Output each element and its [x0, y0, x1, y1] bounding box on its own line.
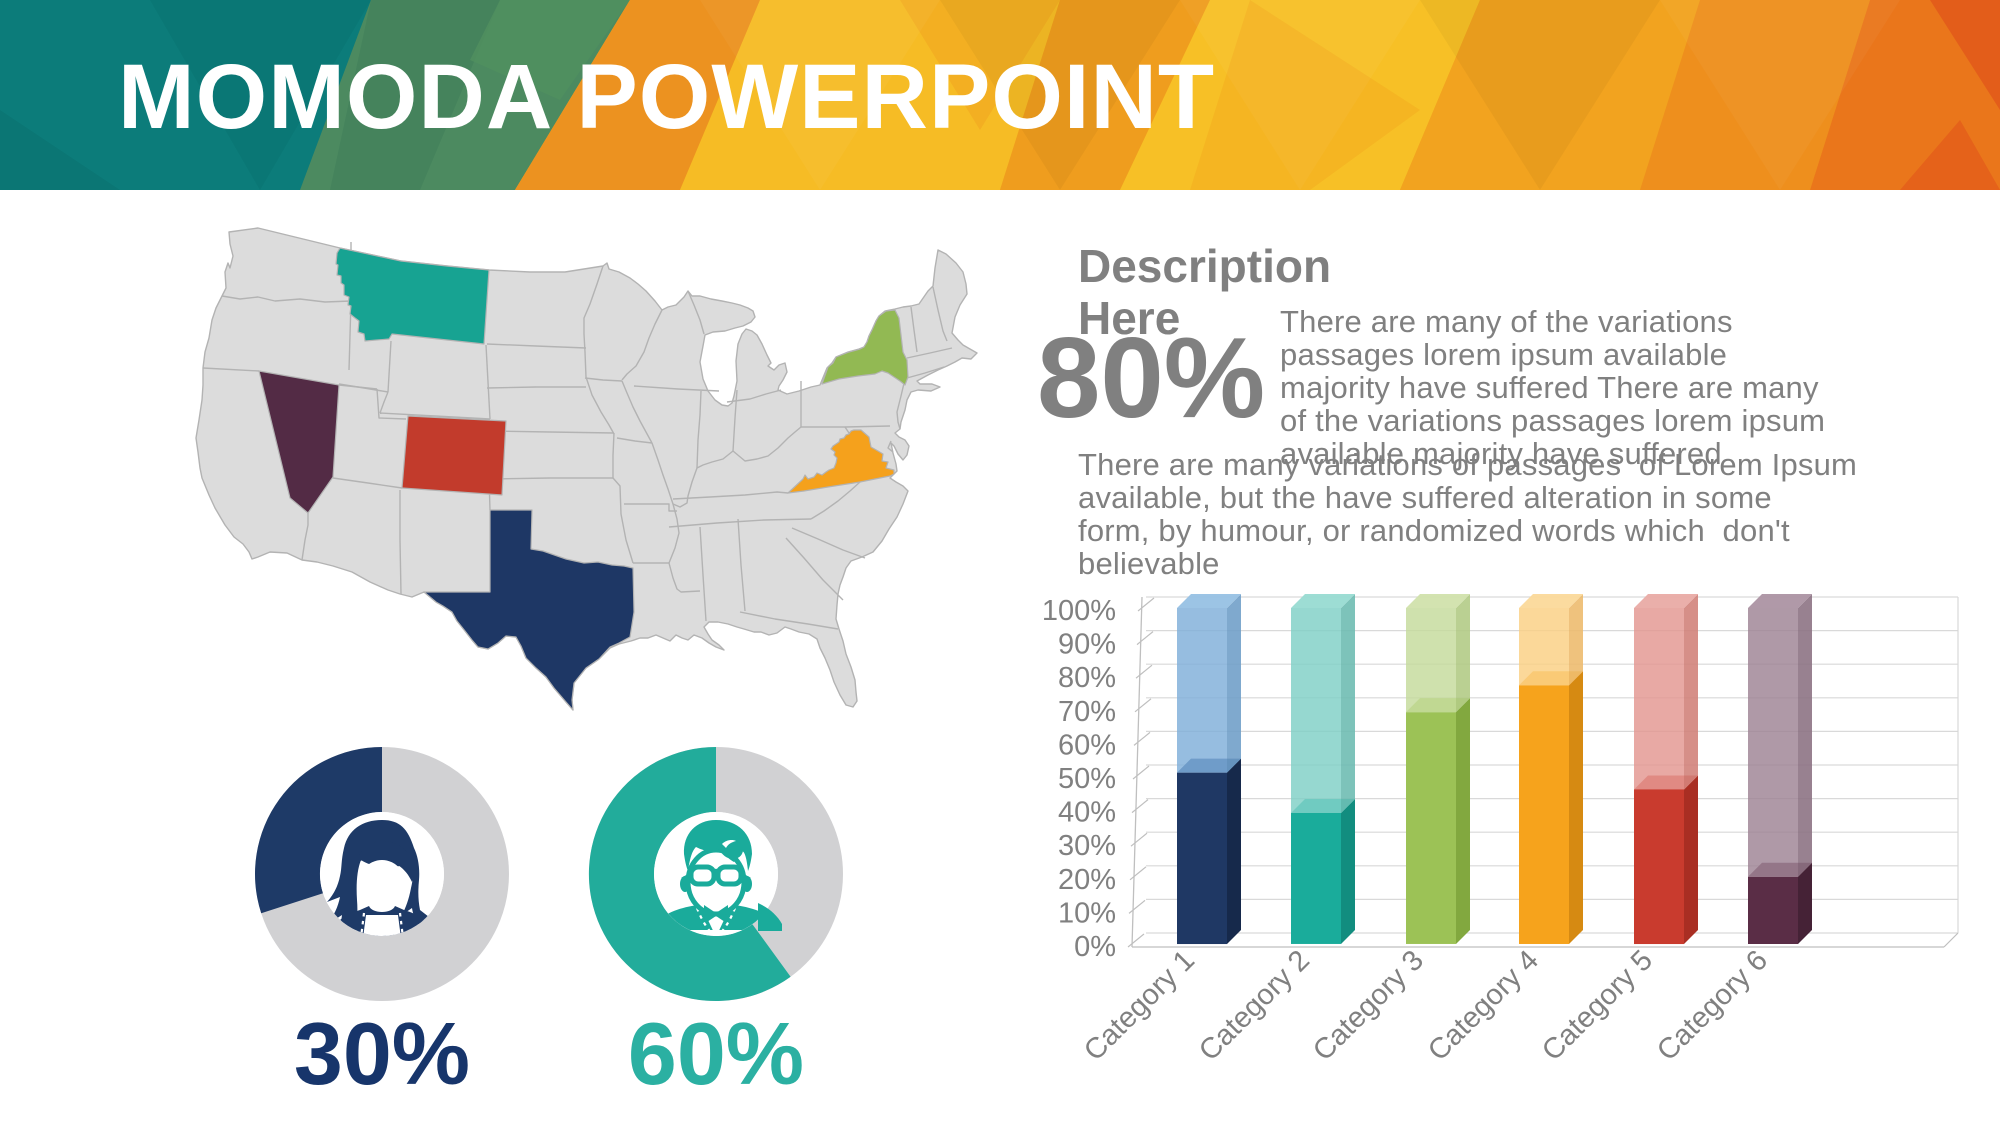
- svg-text:believable: believable: [1078, 546, 1220, 581]
- svg-text:50%: 50%: [1058, 763, 1116, 795]
- svg-text:available majority have suffer: available majority have suffered: [1280, 436, 1722, 471]
- svg-text:70%: 70%: [1058, 696, 1116, 728]
- svg-text:majority have suffered There a: majority have suffered There are many: [1280, 370, 1819, 405]
- svg-text:30%: 30%: [294, 1004, 470, 1103]
- svg-text:60%: 60%: [628, 1004, 804, 1103]
- svg-text:40%: 40%: [1058, 797, 1116, 829]
- svg-text:of the variations passages lor: of the variations passages lorem ipsum: [1280, 403, 1825, 438]
- svg-text:100%: 100%: [1042, 595, 1116, 627]
- svg-text:90%: 90%: [1058, 629, 1116, 661]
- svg-text:form, by humour, or randomized: form, by humour, or randomized words whi…: [1078, 513, 1790, 548]
- svg-text:Here: Here: [1078, 292, 1180, 344]
- svg-text:80%: 80%: [1058, 662, 1116, 694]
- svg-text:Description: Description: [1078, 240, 1331, 292]
- svg-text:10%: 10%: [1058, 897, 1116, 929]
- svg-text:0%: 0%: [1074, 931, 1116, 963]
- svg-text:80%: 80%: [1037, 315, 1265, 442]
- svg-text:60%: 60%: [1058, 729, 1116, 761]
- svg-text:passages lorem ipsum available: passages lorem ipsum available: [1280, 337, 1727, 372]
- svg-text:There are many of the variatio: There are many of the variations: [1280, 304, 1733, 339]
- svg-text:available, but the have suffer: available, but the have suffered alterat…: [1078, 480, 1772, 515]
- svg-text:MOMODA POWERPOINT: MOMODA POWERPOINT: [118, 46, 1215, 148]
- svg-text:20%: 20%: [1058, 864, 1116, 896]
- svg-text:30%: 30%: [1058, 830, 1116, 862]
- svg-text:There are many variations of p: There are many variations of passages of…: [1078, 447, 1857, 482]
